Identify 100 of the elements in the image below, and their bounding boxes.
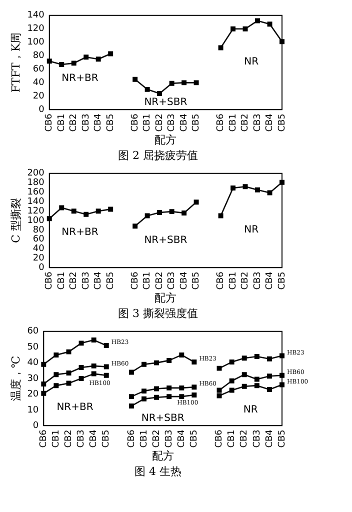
x-axis-title: 配方 <box>154 291 177 304</box>
point <box>229 388 234 393</box>
point <box>216 393 222 398</box>
point <box>218 213 224 218</box>
point <box>91 338 96 343</box>
x-tick-label: CB5 <box>190 430 200 448</box>
point <box>128 370 134 375</box>
point <box>104 372 109 378</box>
point <box>182 210 187 216</box>
x-tick-label: CB3 <box>164 430 174 448</box>
x-tick-label: CB6 <box>44 271 55 290</box>
x-tick-label: CB5 <box>102 430 112 448</box>
y-tick-label: 120 <box>27 206 45 216</box>
point <box>96 56 101 62</box>
point <box>66 349 72 354</box>
y-tick-label: 120 <box>27 24 45 34</box>
y-tick-label: 80 <box>32 225 45 236</box>
x-axis-title: 配方 <box>152 449 174 462</box>
x-tick-label: CB3 <box>167 114 178 132</box>
y-tick-label: 80 <box>32 51 45 62</box>
y-tick-label: 0 <box>38 262 45 273</box>
point <box>59 62 64 68</box>
x-tick-label: CB6 <box>214 429 225 448</box>
x-tick-label: CB1 <box>56 114 67 132</box>
y-tick-label: 60 <box>27 326 39 337</box>
x-tick-label: CB1 <box>228 114 238 132</box>
text: 图 4 生热 <box>134 464 182 480</box>
x-tick-label: CB5 <box>106 272 116 290</box>
y-tick-label: 100 <box>27 216 45 226</box>
point <box>142 362 146 367</box>
point <box>194 200 199 205</box>
point <box>254 354 260 360</box>
point <box>142 396 146 402</box>
point <box>104 343 109 348</box>
point <box>267 190 272 196</box>
point <box>192 392 197 398</box>
x-tick-label: CB5 <box>277 430 288 448</box>
point <box>144 86 150 92</box>
point <box>154 394 160 400</box>
x-tick-label: CB5 <box>106 114 116 132</box>
point <box>128 404 134 408</box>
x-tick-label: CB2 <box>64 430 74 448</box>
y-tick-label: 50 <box>27 342 39 352</box>
point <box>166 385 172 390</box>
y-tick-label: 40 <box>32 244 45 254</box>
point <box>192 360 197 365</box>
y-tick-label: 20 <box>32 92 45 102</box>
x-tick-label: CB1 <box>139 430 150 448</box>
point <box>266 387 272 392</box>
y-axis-title: C 型撕裂 <box>9 198 22 243</box>
y-tick-label: 200 <box>27 168 45 179</box>
text: 图 3 撕裂强度值 <box>117 306 199 322</box>
point <box>54 352 59 358</box>
point <box>254 383 260 388</box>
x-tick-label: CB2 <box>154 272 165 290</box>
point <box>166 394 172 400</box>
point <box>132 76 138 82</box>
annotation: NR <box>244 224 259 236</box>
point <box>192 384 197 390</box>
y-tick-label: 10 <box>27 405 39 416</box>
x-tick-label: CB2 <box>69 272 80 290</box>
x-tick-label: CB2 <box>240 114 251 132</box>
point <box>169 209 174 214</box>
point <box>242 356 247 361</box>
x-tick-label: CB5 <box>192 272 202 290</box>
annotation: NR <box>243 404 258 416</box>
y-tick-label: 0 <box>38 104 45 115</box>
point <box>255 187 260 192</box>
x-tick-label: CB4 <box>176 429 187 448</box>
annotation: NR+BR <box>62 73 98 84</box>
x-tick-label: CB5 <box>277 114 288 132</box>
point <box>216 388 222 393</box>
point <box>144 213 150 218</box>
x-tick-label: CB6 <box>130 271 140 290</box>
point <box>154 360 160 366</box>
x-tick-label: CB4 <box>94 113 104 132</box>
point <box>59 205 64 210</box>
point <box>179 394 184 400</box>
y-tick-label: 60 <box>32 234 45 245</box>
x-tick-label: CB1 <box>142 114 153 132</box>
point <box>142 388 146 394</box>
x-tick-label: CB1 <box>142 272 153 290</box>
point <box>91 363 96 368</box>
annotation: NR+SBR <box>141 413 184 424</box>
x-tick-label: CB1 <box>52 430 62 448</box>
point <box>78 376 84 381</box>
point <box>71 60 76 66</box>
x-tick-label: CB4 <box>265 113 276 132</box>
point <box>108 51 114 56</box>
x-tick-label: CB1 <box>228 272 238 290</box>
x-tick-label: CB3 <box>252 114 263 132</box>
annotation: NR+SBR <box>144 97 188 108</box>
y-tick-label: 60 <box>32 64 45 75</box>
point <box>78 365 84 370</box>
x-tick-label: CB3 <box>81 272 92 290</box>
point <box>242 372 247 378</box>
x-tick-label: CB4 <box>264 429 275 448</box>
point <box>255 18 260 24</box>
x-tick-label: CB6 <box>216 271 226 290</box>
x-tick-label: CB6 <box>38 429 49 448</box>
